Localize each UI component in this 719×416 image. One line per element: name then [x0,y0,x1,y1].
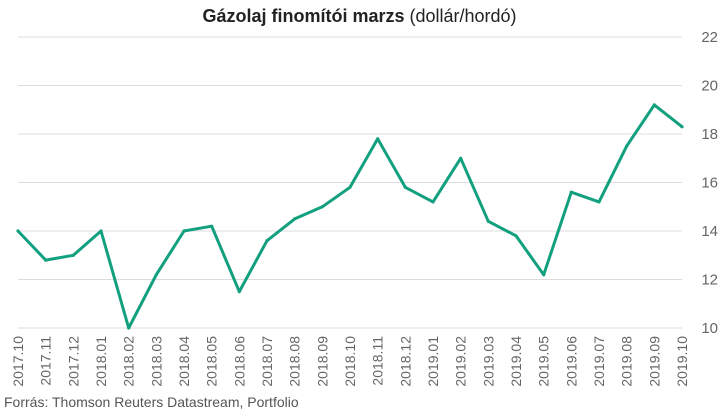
x-tick-label: 2018.08 [287,336,303,387]
x-tick-label: 2019.06 [563,336,579,387]
data-point [542,273,546,277]
data-point [680,125,684,129]
x-tick-label: 2018.07 [259,336,275,387]
y-tick-label: 20 [701,78,718,95]
data-point [16,229,20,233]
chart-title: Gázolaj finomítói marzs (dollár/hordó) [0,6,719,27]
x-tick-label: 2019.02 [453,336,469,387]
data-point [652,103,656,107]
chart-title-main: Gázolaj finomítói marzs [202,6,405,26]
x-tick-label: 2019.03 [480,336,496,387]
data-point [569,190,573,194]
y-tick-label: 10 [701,320,718,337]
x-tick-label: 2019.05 [536,336,552,387]
x-tick-label: 2018.10 [342,336,358,387]
x-tick-label: 2019.08 [619,336,635,387]
y-tick-label: 14 [701,223,718,240]
y-tick-label: 18 [701,126,718,143]
x-tick-label: 2018.03 [148,336,164,387]
x-tick-label: 2019.04 [508,336,524,387]
x-tick-label: 2019.09 [646,336,662,387]
data-point [459,156,463,160]
data-point [514,234,518,238]
x-tick-label: 2018.05 [204,336,220,387]
y-tick-label: 12 [701,272,718,289]
data-point [293,217,297,221]
x-tick-label: 2019.01 [425,336,441,387]
data-point [182,229,186,233]
x-tick-label: 2017.11 [38,336,54,386]
x-tick-label: 2019.07 [591,336,607,387]
y-tick-label: 22 [701,29,718,46]
x-tick-label: 2018.06 [231,336,247,387]
x-tick-label: 2018.02 [121,336,137,387]
x-tick-label: 2018.01 [93,336,109,387]
data-point [210,224,214,228]
chart-title-unit: (dollár/hordó) [409,6,517,26]
data-point [320,205,324,209]
x-tick-label: 2019.10 [674,336,690,387]
data-point [237,290,241,294]
data-point [348,185,352,189]
x-tick-label: 2017.12 [65,336,81,387]
x-tick-label: 2018.11 [370,336,386,386]
data-point [431,200,435,204]
x-tick-label: 2017.10 [10,336,26,387]
data-point [154,273,158,277]
data-point [127,326,131,330]
data-point [403,185,407,189]
data-point [376,137,380,141]
data-point [44,258,48,262]
x-tick-label: 2018.12 [397,336,413,387]
source-note: Forrás: Thomson Reuters Datastream, Port… [4,394,299,410]
x-tick-label: 2018.04 [176,336,192,387]
data-point [597,200,601,204]
data-point [71,253,75,257]
data-point [99,229,103,233]
data-point [486,219,490,223]
x-tick-label: 2018.09 [314,336,330,387]
data-point [625,144,629,148]
data-point [265,239,269,243]
series-line [16,103,684,330]
y-tick-label: 16 [701,175,718,192]
